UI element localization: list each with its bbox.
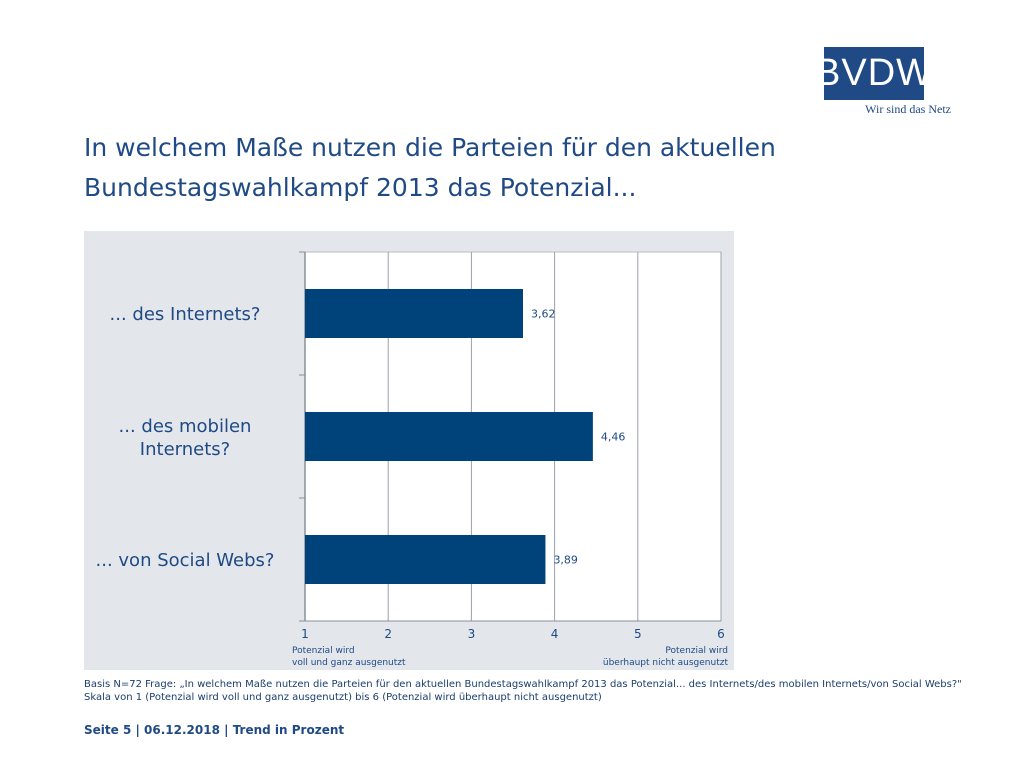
category-label-3: ... von Social Webs? (84, 549, 286, 572)
logo-wordmark: BVDW (815, 47, 932, 100)
category-label-1-line-1: ... des Internets? (109, 304, 261, 325)
x-tick-label-6: 6 (717, 627, 725, 641)
bar-2 (305, 412, 593, 461)
page-title: In welchem Maße nutzen die Parteien für … (84, 128, 844, 208)
bar-3 (305, 535, 546, 584)
value-label-1: 3,62 (531, 308, 556, 321)
x-end-label-left-1: Potenzial wird (292, 646, 355, 656)
x-tick-label-1: 1 (301, 627, 309, 641)
category-label-2-line-2: Internets? (139, 439, 231, 460)
category-label-3-line-1: ... von Social Webs? (95, 550, 275, 571)
x-tick-label-3: 3 (468, 627, 476, 641)
x-end-label-left-2: voll und ganz ausgenutzt (292, 658, 406, 668)
value-label-3: 3,89 (553, 554, 578, 567)
basis-line-1: Basis N=72 Frage: „In welchem Maße nutze… (84, 679, 962, 690)
bvdw-logo: BVDW Wir sind das Netz (815, 47, 951, 116)
category-label-1: ... des Internets? (84, 303, 286, 326)
title-line-2: Bundestagswahlkampf 2013 das Potenzial..… (84, 173, 637, 202)
basis-note: Basis N=72 Frage: „In welchem Maße nutze… (84, 678, 984, 704)
value-label-2: 4,46 (601, 431, 626, 444)
chart-panel: 3,62 4,46 3,89 1 2 3 4 5 6 Potenzial wird voll und… (84, 231, 734, 670)
title-line-1: In welchem Maße nutzen die Parteien für … (84, 133, 776, 162)
logo-tagline: Wir sind das Netz (865, 102, 951, 116)
x-tick-label-5: 5 (634, 627, 642, 641)
bar-1 (305, 289, 523, 338)
bar-chart: 3,62 4,46 3,89 1 2 3 4 5 6 Potenzial wird voll und… (292, 251, 729, 668)
basis-line-2: Skala von 1 (Potenzial wird voll und gan… (84, 692, 602, 703)
category-label-2-line-1: ... des mobilen (118, 416, 252, 437)
x-end-label-right-2: überhaupt nicht ausgenutzt (603, 658, 729, 668)
x-tick-label-2: 2 (384, 627, 392, 641)
page-footer: Seite 5 | 06.12.2018 | Trend in Prozent (84, 723, 345, 737)
category-label-2: ... des mobilen Internets? (84, 415, 286, 461)
x-end-label-right-1: Potenzial wird (665, 646, 728, 656)
x-tick-label-4: 4 (551, 627, 559, 641)
